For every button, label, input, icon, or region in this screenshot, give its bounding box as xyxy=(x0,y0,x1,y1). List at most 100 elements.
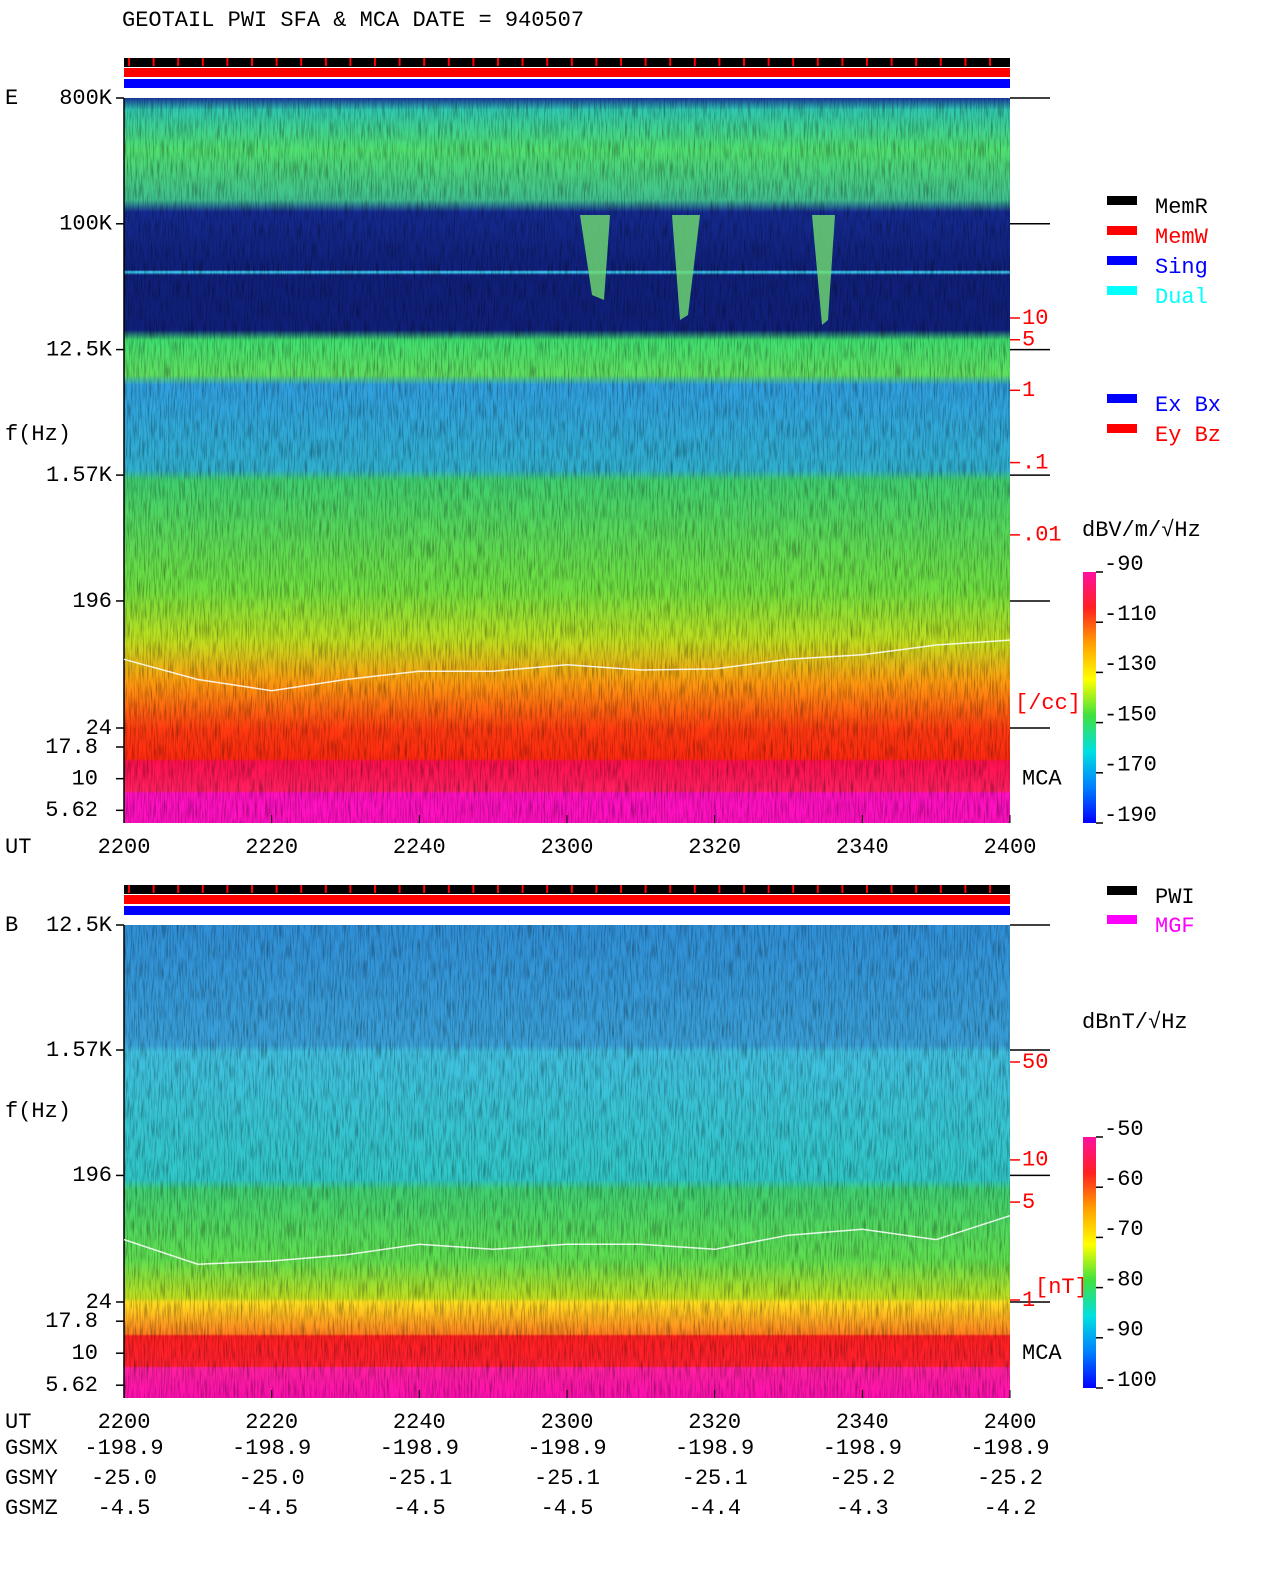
colorbar-tick-label: -130 xyxy=(1104,652,1157,677)
orbit-value: -25.2 xyxy=(977,1466,1043,1491)
mca-tick-label: 17.8 xyxy=(45,735,98,760)
x-axis-label: UT xyxy=(5,835,31,860)
x-tick-label: 2200 xyxy=(98,835,151,860)
colorbar-label: dBV/m/√Hz xyxy=(1082,518,1201,543)
orbit-value: -4.2 xyxy=(984,1496,1037,1521)
y-tick-label: 1.57K xyxy=(46,1038,113,1063)
y2-tick-label: 1 xyxy=(1022,378,1035,403)
y-tick-label: 12.5K xyxy=(46,913,113,938)
orbit-value: -198.9 xyxy=(970,1436,1049,1461)
y2-tick-label: .01 xyxy=(1022,523,1062,548)
y-tick-label: 100K xyxy=(59,212,113,237)
y-tick-label: 24 xyxy=(86,716,112,741)
x-tick-label: 2240 xyxy=(393,835,446,860)
y2-tick-label: 1 xyxy=(1022,1288,1035,1313)
colorbar xyxy=(1083,572,1096,823)
x-tick-label: 2300 xyxy=(541,1410,594,1435)
y2-tick-label: 5 xyxy=(1022,328,1035,353)
y2-axis-label: [nT] xyxy=(1035,1275,1088,1300)
legend-label: MemR xyxy=(1155,195,1208,220)
colorbar xyxy=(1083,1137,1096,1388)
orbit-value: -25.1 xyxy=(386,1466,452,1491)
density-trace xyxy=(123,1214,1011,1265)
orbit-value: -25.2 xyxy=(829,1466,895,1491)
colorbar-tick-label: -110 xyxy=(1104,602,1157,627)
legend-label: Ey Bz xyxy=(1155,423,1221,448)
y-tick-label: 1.57K xyxy=(46,463,113,488)
x-tick-label: 2400 xyxy=(984,835,1037,860)
x-tick-label: 2220 xyxy=(245,1410,298,1435)
mca-tick-label: 17.8 xyxy=(45,1309,98,1334)
status-bar xyxy=(124,895,1010,904)
y2-tick-label: 10 xyxy=(1022,1148,1048,1173)
legend-label: Ex Bx xyxy=(1155,393,1221,418)
y-axis-label: f(Hz) xyxy=(5,1099,71,1124)
x-tick-label: 2400 xyxy=(984,1410,1037,1435)
legend-marker xyxy=(1107,424,1137,433)
y-axis-label: f(Hz) xyxy=(5,422,71,447)
orbit-value: -198.9 xyxy=(823,1436,902,1461)
legend-marker xyxy=(1107,226,1137,235)
orbit-value: -25.0 xyxy=(91,1466,157,1491)
y2-axis-label: [/cc] xyxy=(1015,691,1081,716)
orbit-value: -25.0 xyxy=(239,1466,305,1491)
y-tick-label: 800K xyxy=(59,86,113,111)
orbit-value: -4.5 xyxy=(245,1496,298,1521)
y2-tick-label: 5 xyxy=(1022,1190,1035,1215)
mca-label: MCA xyxy=(1022,766,1062,791)
status-bar xyxy=(124,68,1010,77)
density-trace xyxy=(123,639,1011,692)
y2-tick-label: 50 xyxy=(1022,1050,1048,1075)
y2-tick-label: .1 xyxy=(1022,450,1048,475)
legend-marker xyxy=(1107,886,1137,895)
legend-label: MGF xyxy=(1155,914,1195,939)
orbit-row-label: GSMZ xyxy=(5,1496,58,1521)
orbit-value: -198.9 xyxy=(232,1436,311,1461)
colorbar-tick-label: -50 xyxy=(1104,1117,1144,1142)
x-tick-label: 2320 xyxy=(688,835,741,860)
legend-marker xyxy=(1107,196,1137,205)
status-bar xyxy=(124,885,1010,894)
colorbar-tick-label: -70 xyxy=(1104,1217,1144,1242)
y-tick-label: 12.5K xyxy=(46,337,113,362)
colorbar-tick-label: -150 xyxy=(1104,702,1157,727)
orbit-value: -198.9 xyxy=(527,1436,606,1461)
colorbar-tick-label: -100 xyxy=(1104,1368,1157,1393)
status-bar xyxy=(124,58,1010,67)
orbit-value: -4.5 xyxy=(393,1496,446,1521)
panel-label: B xyxy=(5,913,18,938)
colorbar-tick-label: -90 xyxy=(1104,552,1144,577)
colorbar-tick-label: -60 xyxy=(1104,1167,1144,1192)
panel-label: E xyxy=(5,86,18,111)
legend-marker xyxy=(1107,286,1137,295)
legend-label: MemW xyxy=(1155,225,1209,250)
legend-label: Sing xyxy=(1155,255,1208,280)
colorbar-tick-label: -190 xyxy=(1104,803,1157,828)
orbit-value: -198.9 xyxy=(675,1436,754,1461)
y-tick-label: 196 xyxy=(72,1163,112,1188)
mca-tick-label: 10 xyxy=(72,1341,98,1366)
y-tick-label: 24 xyxy=(86,1290,112,1315)
mca-label: MCA xyxy=(1022,1341,1062,1366)
orbit-value: -198.9 xyxy=(380,1436,459,1461)
orbit-value: -4.5 xyxy=(98,1496,151,1521)
legend-marker xyxy=(1107,394,1137,403)
spectrogram-texture xyxy=(124,925,1010,1398)
orbit-value: -4.4 xyxy=(688,1496,741,1521)
x-axis-label: UT xyxy=(5,1410,31,1435)
orbit-value: -4.5 xyxy=(541,1496,594,1521)
orbit-value: -25.1 xyxy=(682,1466,748,1491)
mca-tick-label: 10 xyxy=(72,766,98,791)
orbit-row-label: GSMY xyxy=(5,1466,58,1491)
legend-marker xyxy=(1107,915,1137,924)
spectrogram-texture xyxy=(124,98,1010,823)
colorbar-label: dBnT/√Hz xyxy=(1082,1010,1188,1035)
mca-tick-label: 5.62 xyxy=(45,798,98,823)
x-tick-label: 2200 xyxy=(98,1410,151,1435)
x-tick-label: 2220 xyxy=(245,835,298,860)
x-tick-label: 2300 xyxy=(541,835,594,860)
status-bar xyxy=(124,79,1010,88)
y-tick-label: 196 xyxy=(72,589,112,614)
legend-label: PWI xyxy=(1155,885,1195,910)
